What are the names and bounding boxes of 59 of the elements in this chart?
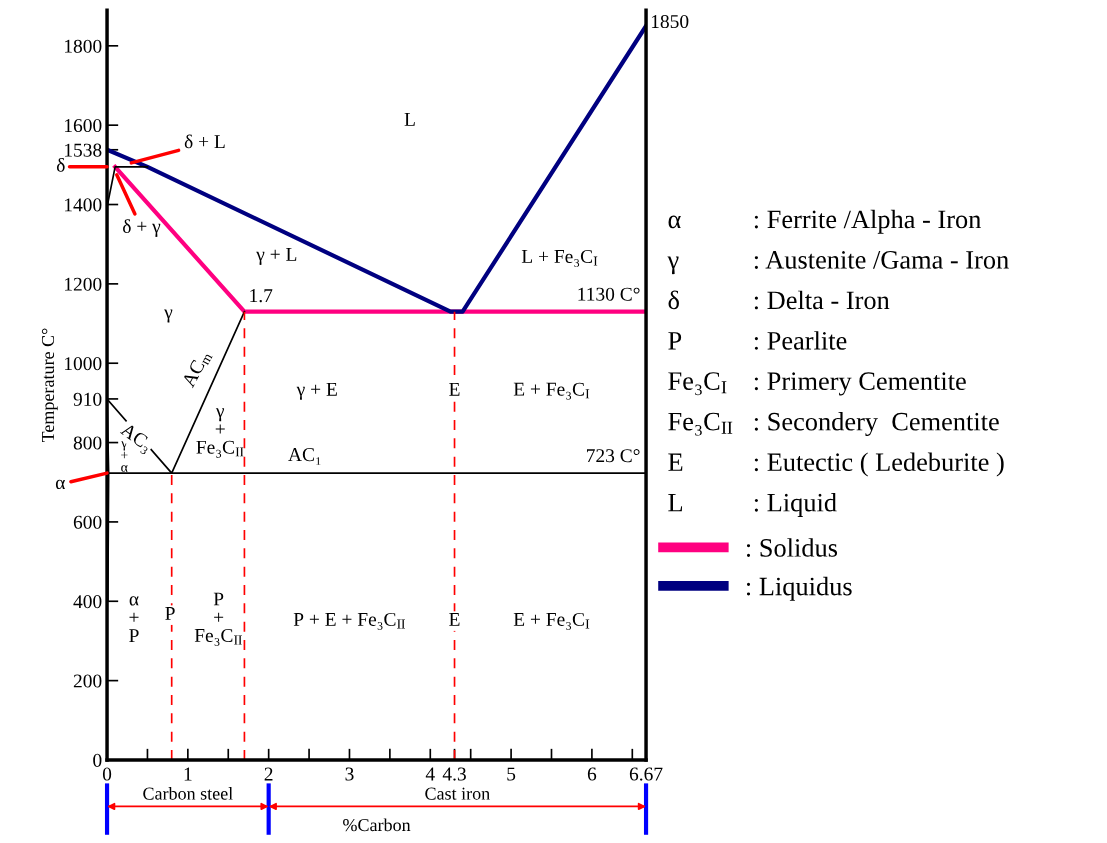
text: δ : Delta - Iron xyxy=(668,290,890,310)
x-tick-label: 5 xyxy=(507,767,516,781)
y-tick-label: 1800 xyxy=(65,39,102,53)
x-tick-label: 1 xyxy=(184,767,192,781)
x-tick-label: 0 xyxy=(102,767,112,781)
annotation: γ + L xyxy=(256,248,297,265)
annotation: γ + E xyxy=(296,382,337,400)
text: γ : Austenite /Gama - Iron xyxy=(667,251,1009,275)
y-tick-label: 1200 xyxy=(65,277,102,291)
annotation: 1130 C° xyxy=(578,287,640,301)
annotation: P + Fe₃C$_{II}$ xyxy=(194,592,242,646)
text: L : Liquid xyxy=(668,492,837,517)
annotation: γ + Fe₃C$_{II}$ xyxy=(196,408,244,458)
annotation: E + Fe₃C$_{I}$ xyxy=(513,612,590,630)
y-tick-label: 400 xyxy=(73,595,102,609)
text: δ xyxy=(56,157,65,172)
legend-label: : Liquidus xyxy=(746,576,852,601)
y-tick-label: 800 xyxy=(73,436,102,450)
annotation: AC$_{m}$ xyxy=(181,349,213,390)
annotation: δ + L xyxy=(184,134,225,149)
x-tick-label: 2 xyxy=(264,767,273,781)
text: Carbon steel xyxy=(143,787,233,800)
annotation: P xyxy=(165,607,175,620)
annotation: AC₁ xyxy=(288,448,321,465)
annotation: E xyxy=(449,382,460,396)
annotation: α + P xyxy=(129,596,139,642)
annotation: γ xyxy=(164,309,173,323)
annotation: P + E + Fe₃C$_{II}$ xyxy=(293,612,405,630)
text: E : Eutectic ( Ledeburite ) xyxy=(668,452,1004,477)
x-tick-label: 4.3 xyxy=(442,767,466,781)
y-axis-title: Temperature C° xyxy=(41,328,58,443)
text: P : Pearlite xyxy=(668,331,847,350)
annotation: L + Fe₃C$_{I}$ xyxy=(521,249,598,267)
x-tick-label: 6.67 xyxy=(629,767,663,781)
annotation: δ + γ xyxy=(123,219,161,237)
annotation: L xyxy=(404,113,415,126)
x-axis-title: %Carbon xyxy=(343,818,411,832)
y-tick-label: 0 xyxy=(93,753,102,767)
y-tick-label: 1600 xyxy=(65,118,102,133)
y-tick-label: 600 xyxy=(73,515,102,529)
y-tick-label: 1538 xyxy=(65,143,102,157)
x-tick-label: 6 xyxy=(587,767,597,781)
text: α : Ferrite /Alpha - Iron xyxy=(668,209,981,234)
text: Fe₃C$_{I}$ : Primery Cementite xyxy=(668,372,966,396)
text: Cast iron xyxy=(425,787,490,800)
x-tick-label: 3 xyxy=(345,767,354,781)
x-tick-label: 4 xyxy=(425,767,435,781)
legend-label: : Solidus xyxy=(746,538,838,557)
y-tick-label: 1400 xyxy=(65,198,102,212)
annotation: α xyxy=(55,479,65,490)
y-tick-label: 910 xyxy=(73,392,102,406)
annotation: 1.7 xyxy=(250,289,273,303)
annotation: 723 C° xyxy=(587,449,640,463)
annotation: 1850 xyxy=(651,14,689,29)
annotation: E + Fe₃C$_{I}$ xyxy=(513,382,590,400)
y-tick-label: 200 xyxy=(73,674,102,688)
text: Fe₃C$_{II}$ : Secondery Cementite xyxy=(668,412,999,437)
y-tick-label: 1000 xyxy=(65,357,102,371)
annotation: E xyxy=(449,613,460,626)
